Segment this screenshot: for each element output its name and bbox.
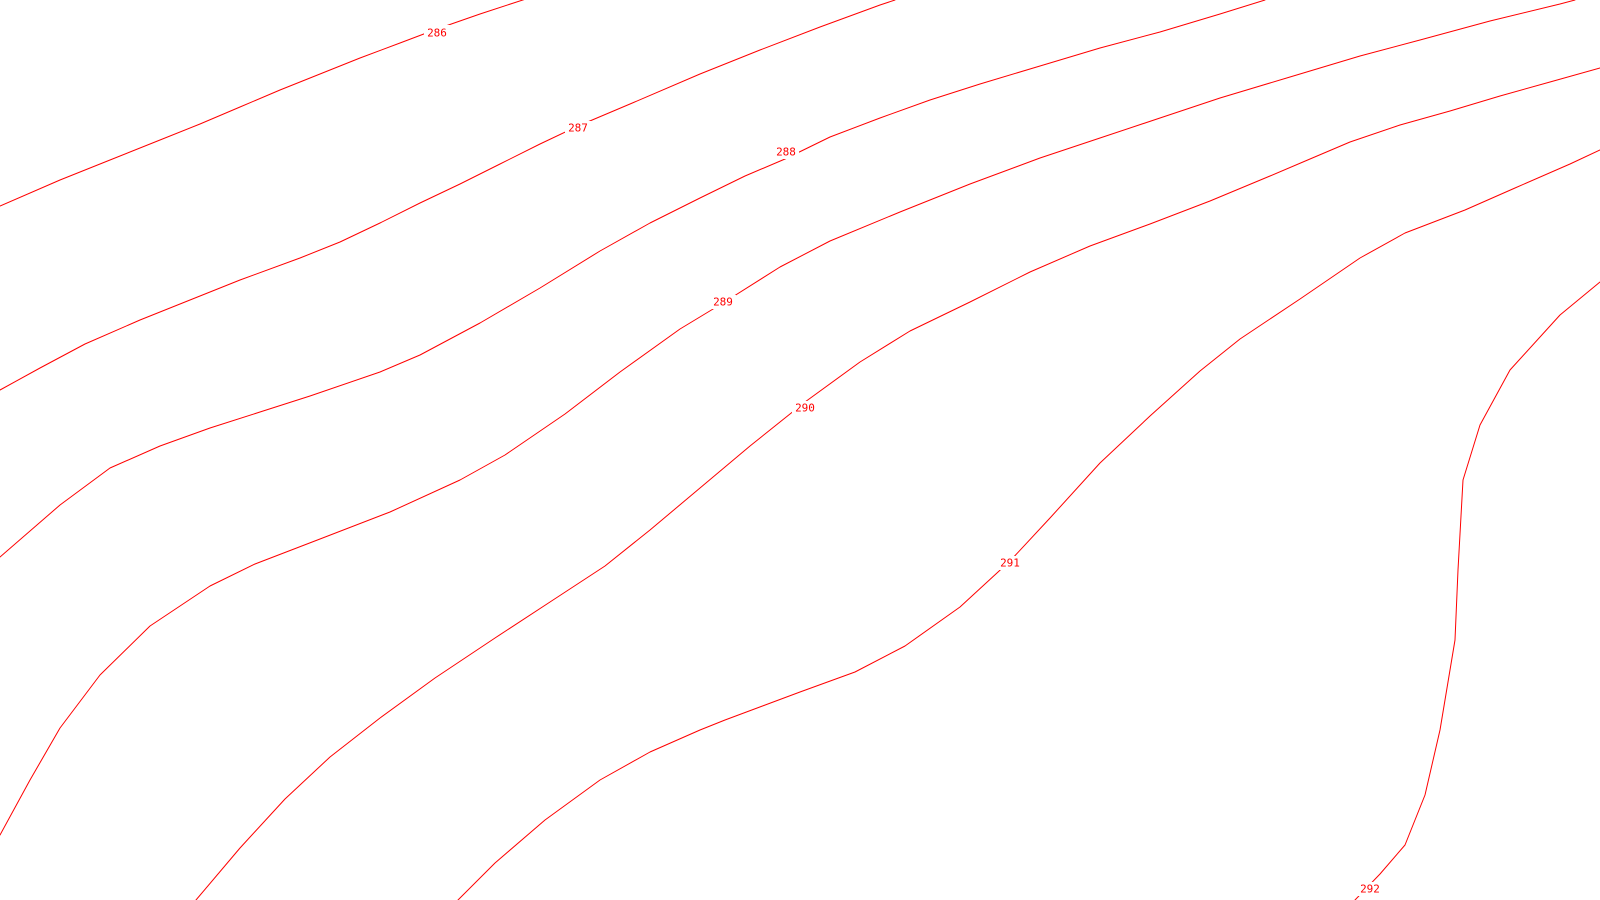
contour-label-group-291: 291 <box>997 556 1023 570</box>
contour-line-291 <box>457 149 1600 900</box>
contour-label-group-288: 288 <box>773 145 799 159</box>
contour-line-292 <box>1354 281 1600 900</box>
contour-label-287: 287 <box>568 122 588 135</box>
contour-line-288 <box>0 0 1266 558</box>
contour-label-group-286: 286 <box>424 25 450 40</box>
contour-label-291: 291 <box>1000 557 1020 570</box>
contour-label-290: 290 <box>795 402 815 415</box>
contour-label-288: 288 <box>776 146 796 159</box>
contour-label-group-289: 289 <box>710 295 736 309</box>
contour-line-290 <box>195 67 1600 900</box>
contour-label-289: 289 <box>713 296 733 309</box>
contour-label-292: 292 <box>1360 883 1380 896</box>
contour-label-group-292: 292 <box>1357 882 1383 896</box>
contour-label-group-287: 287 <box>565 121 591 135</box>
contour-label-286: 286 <box>427 27 447 40</box>
contour-label-group-290: 290 <box>792 401 818 415</box>
contour-line-287 <box>0 0 896 391</box>
